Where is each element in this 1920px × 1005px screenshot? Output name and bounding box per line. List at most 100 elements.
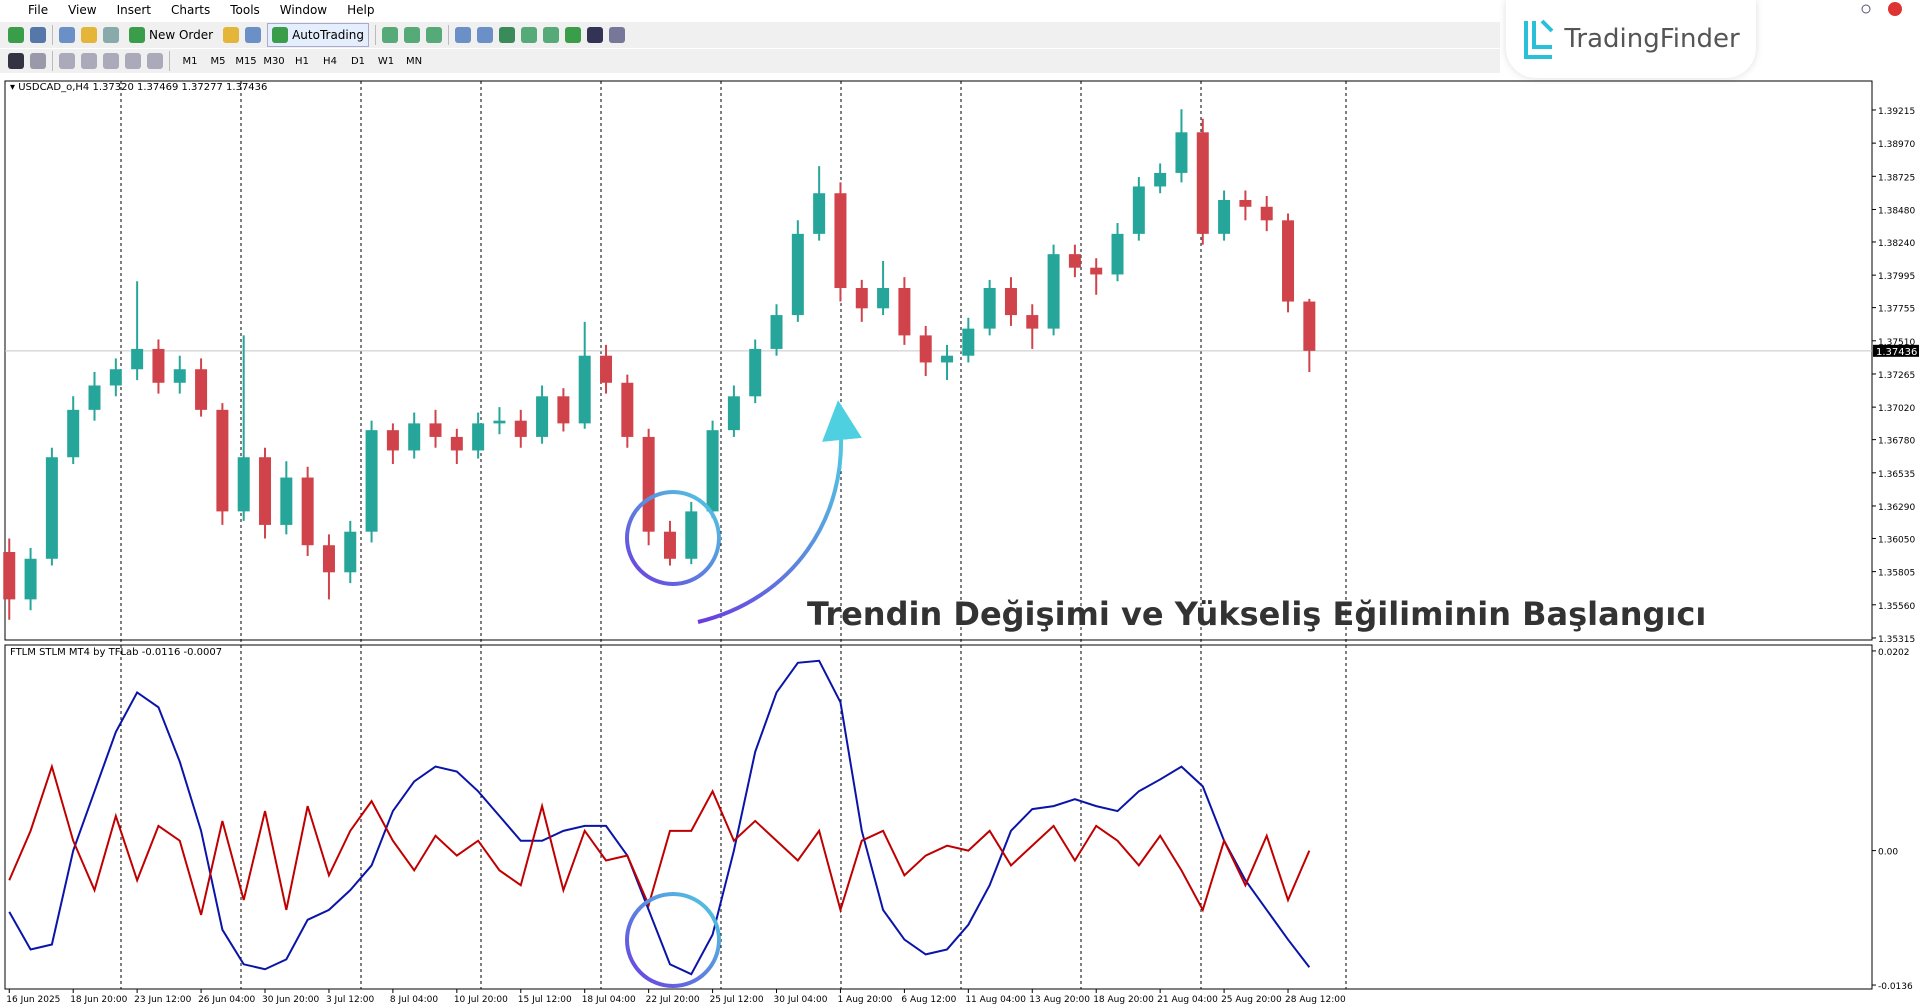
menu-item[interactable]: Help [347,3,375,17]
candle-body [3,552,16,600]
x-tick-label: 26 Jun 04:00 [198,995,255,1005]
timeframe-button[interactable]: M30 [263,55,285,67]
icon[interactable] [425,27,442,43]
candle-body [1175,132,1188,173]
candle-body [600,355,613,383]
period-separators [120,81,1347,989]
candle-body [1047,254,1060,329]
y-tick-label: 1.38240 [1878,239,1915,249]
candle-body [237,457,250,512]
menu-item[interactable]: Insert [116,3,151,17]
candle-body [408,423,421,451]
annotation: Trendin Değişimi ve Yükseliş Eğiliminin … [807,595,1706,633]
candle-body [557,396,570,424]
x-tick-label: 18 Aug 20:00 [1093,995,1154,1005]
icon[interactable] [381,27,398,43]
chart-title: USDCAD_o,H4 1.37320 1.37469 1.37277 1.37… [18,82,267,93]
icon[interactable] [81,27,97,43]
y-tick-label: 1.35805 [1878,569,1915,579]
candle-body [749,348,762,397]
timeframe-button[interactable]: M15 [235,55,257,67]
icon[interactable] [103,27,119,43]
y-tick-label: 1.36290 [1878,503,1915,513]
timeframe-button[interactable]: H1 [295,55,309,67]
candle-body [1282,220,1295,302]
icon[interactable] [103,53,119,69]
candle-body [280,477,293,525]
price-panel [4,80,1873,641]
candle-body [109,369,122,386]
icon[interactable] [8,27,24,43]
icon[interactable] [8,53,24,69]
x-tick-label: 25 Jul 12:00 [710,995,764,1005]
current-price-box [1873,344,1919,357]
autotrading-button[interactable]: AutoTrading [267,23,369,47]
search[interactable] [1861,4,1871,14]
icon[interactable] [476,27,493,43]
candle-body [855,288,868,309]
icon[interactable] [81,53,97,69]
icon[interactable] [30,53,46,69]
menu-item[interactable]: Tools [230,3,260,17]
icon[interactable] [608,27,625,43]
candle-body [301,477,314,546]
candle-body [429,423,442,437]
icon[interactable] [586,27,603,43]
x-tick-label: 3 Jul 12:00 [326,995,375,1005]
icon[interactable] [223,27,240,43]
candle-body [67,409,80,458]
menu-item[interactable]: Charts [171,3,211,17]
icon[interactable] [30,27,46,43]
icon[interactable] [564,27,581,43]
current-price-label: 1.37436 [1876,347,1917,358]
timeframe-button[interactable]: W1 [377,55,395,67]
label: AutoTrading [292,28,364,42]
timeframe-button[interactable]: M5 [210,55,226,67]
candle-body [663,531,676,559]
x-tick-label: 23 Jun 12:00 [134,995,191,1005]
timeframe-button[interactable]: MN [405,55,423,67]
candle-body [131,348,144,370]
toolbar: M1 M5 M15 M30 H1 H4 D1 W1 MN [0,49,1500,73]
icon[interactable] [125,53,141,69]
indicator-chart: 0.0202 0.00 -0.0136 16 Jun 2025 18 Jun 20:00… [6,648,1913,1005]
menu-item[interactable]: File [28,3,49,17]
menu-item[interactable]: View [68,3,97,17]
separator [52,51,53,71]
candle-body [983,288,996,329]
new-order-button[interactable]: New Order [125,24,217,46]
x-tick-label: 18 Jun 20:00 [70,995,127,1005]
x-tick-label: 8 Jul 04:00 [390,995,439,1005]
toolbar: New Order AutoTrading [0,22,1500,48]
timeframe-button[interactable]: M1 [182,55,198,67]
candle-body [621,382,634,437]
icon[interactable] [454,27,471,43]
icon[interactable] [542,27,559,43]
timeframe-button[interactable]: D1 [350,55,366,67]
highlight-circle [625,892,721,988]
icon[interactable] [245,27,262,43]
candle-body [216,409,229,512]
y-tick-label: 1.37265 [1878,371,1915,381]
timeframe-button[interactable]: H4 [323,55,337,67]
candle-body [472,423,485,451]
separator [447,25,449,45]
candle-body [493,420,506,424]
icon[interactable] [59,53,75,69]
candle-body [173,369,186,383]
notification[interactable] [1888,2,1902,16]
x-tick-label: 16 Jun 2025 [6,995,60,1005]
icon[interactable] [147,53,163,69]
candle-body [536,396,549,437]
candle-body [365,430,378,532]
candle-body [877,288,890,309]
candle-body [195,369,208,410]
icon[interactable] [520,27,537,43]
y-tick-label: 1.38970 [1878,140,1915,150]
icon[interactable] [498,27,515,43]
menu-item[interactable]: Window [279,3,328,17]
icon[interactable] [403,27,420,43]
y-tick-label: -0.0136 [1878,982,1913,992]
x-tick-label: 1 Aug 20:00 [837,995,892,1005]
icon[interactable] [59,27,75,43]
